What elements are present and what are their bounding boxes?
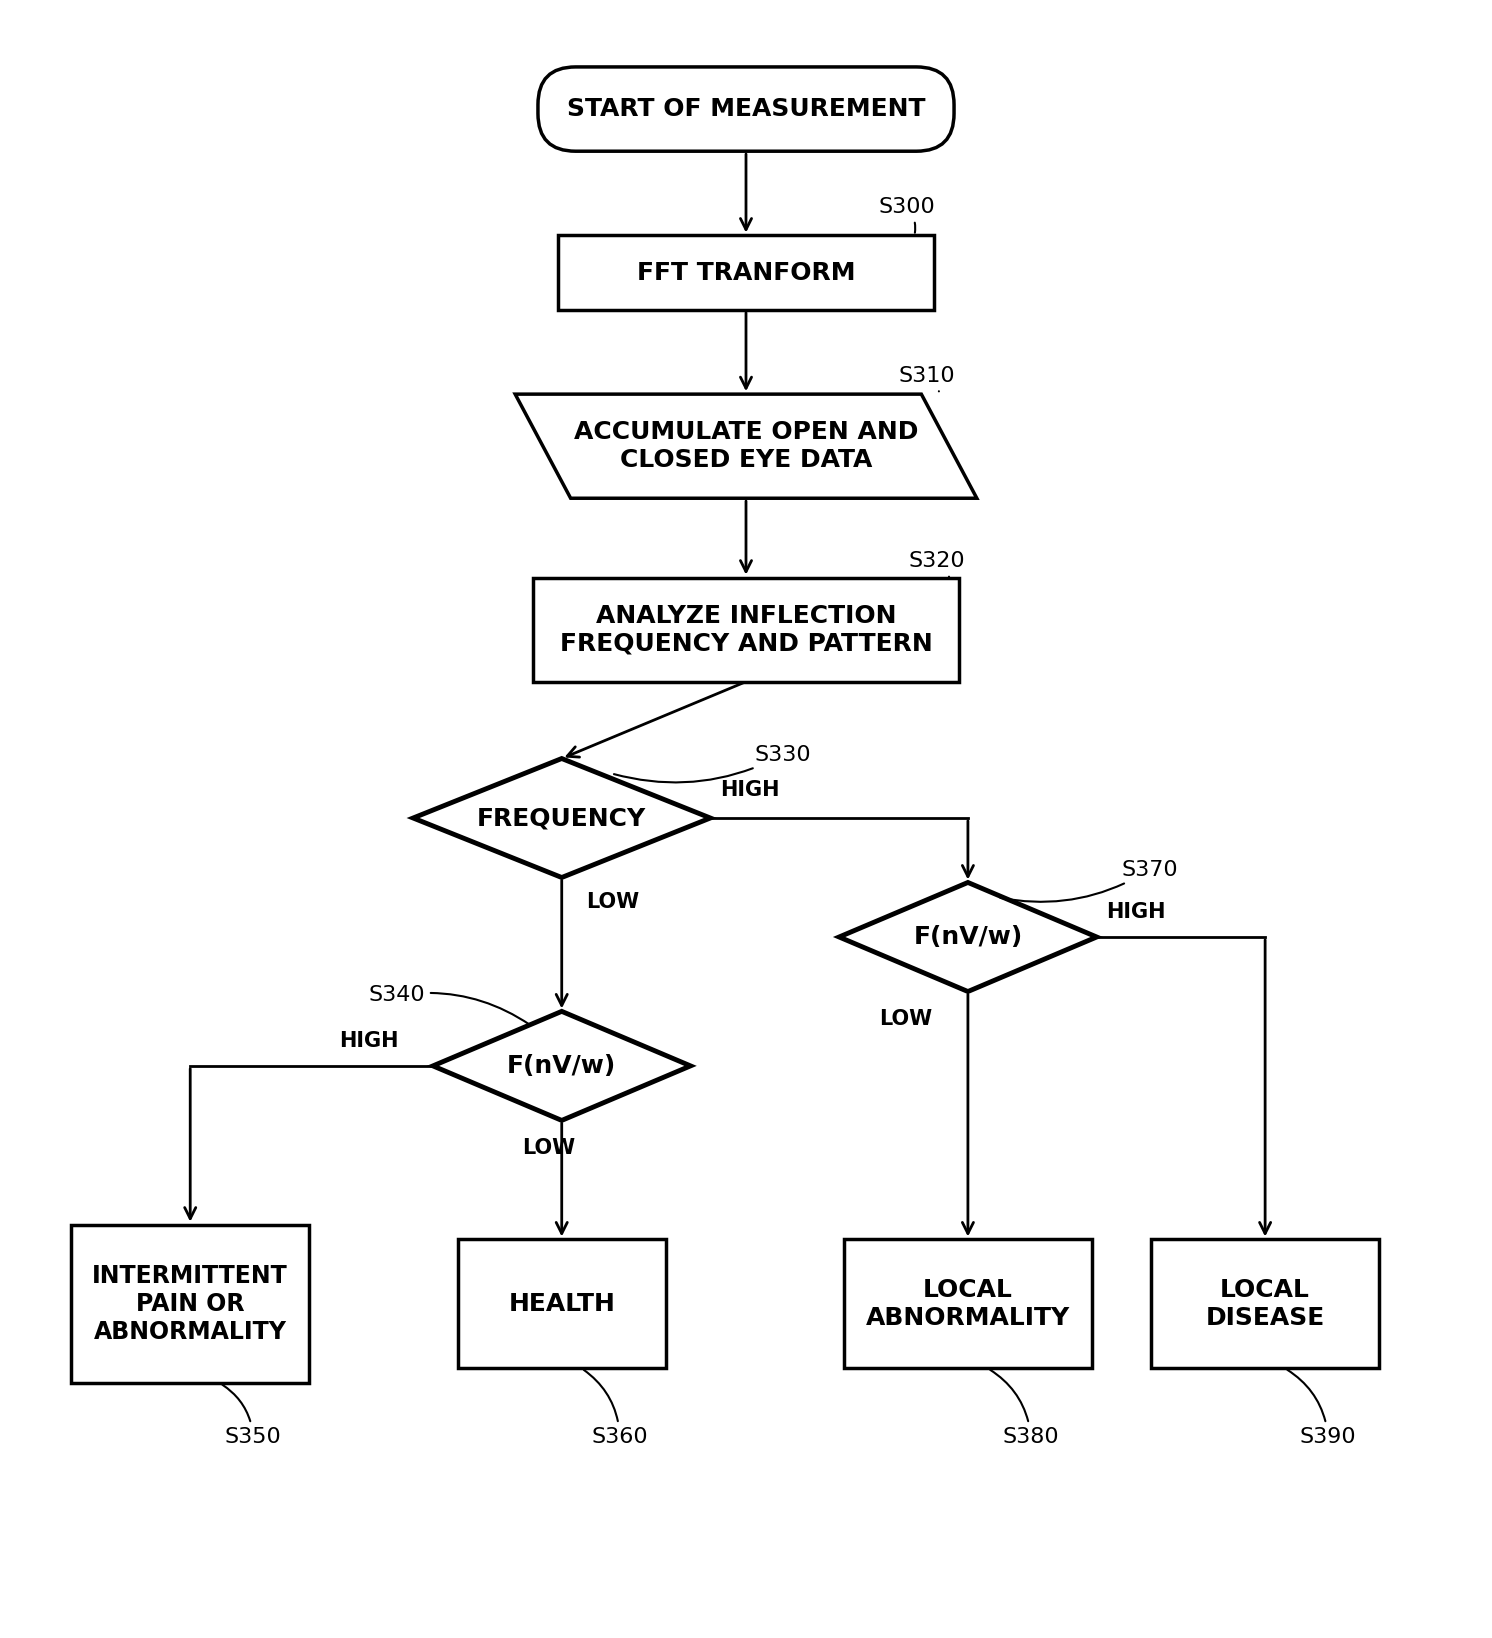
Text: HIGH: HIGH [1107,903,1167,922]
Polygon shape [413,758,710,878]
Text: HIGH: HIGH [339,1030,398,1052]
Polygon shape [839,883,1097,991]
Text: FFT TRANFORM: FFT TRANFORM [637,260,855,285]
Text: S310: S310 [898,365,955,391]
Text: S330: S330 [613,745,812,783]
Text: S360: S360 [583,1369,648,1446]
Text: FREQUENCY: FREQUENCY [477,806,646,830]
Text: LOCAL
ABNORMALITY: LOCAL ABNORMALITY [865,1278,1070,1330]
Bar [844,1240,1092,1368]
Text: S320: S320 [909,550,965,578]
Text: START OF MEASUREMENT: START OF MEASUREMENT [567,97,925,121]
Text: INTERMITTENT
PAIN OR
ABNORMALITY: INTERMITTENT PAIN OR ABNORMALITY [93,1265,288,1343]
Text: S380: S380 [991,1369,1059,1446]
Text: F(nV/w): F(nV/w) [507,1053,616,1078]
Text: LOW: LOW [586,893,640,912]
Bar [1152,1240,1379,1368]
Text: S350: S350 [222,1384,282,1446]
Text: S370: S370 [1000,860,1179,903]
Text: HEALTH: HEALTH [509,1292,615,1315]
Bar [458,1240,665,1368]
Text: ANALYZE INFLECTION
FREQUENCY AND PATTERN: ANALYZE INFLECTION FREQUENCY AND PATTERN [560,604,932,655]
Text: LOW: LOW [879,1009,932,1029]
Text: S340: S340 [369,986,530,1025]
Text: LOW: LOW [522,1138,576,1158]
FancyBboxPatch shape [539,67,953,151]
Bar [558,236,934,310]
Text: ACCUMULATE OPEN AND
CLOSED EYE DATA: ACCUMULATE OPEN AND CLOSED EYE DATA [574,421,918,472]
Text: F(nV/w): F(nV/w) [913,925,1022,948]
Polygon shape [433,1011,691,1120]
Polygon shape [515,395,977,498]
Text: LOCAL
DISEASE: LOCAL DISEASE [1206,1278,1325,1330]
Bar [72,1225,309,1382]
Bar [533,578,959,681]
Text: S390: S390 [1288,1369,1356,1446]
Text: S300: S300 [879,197,935,233]
Text: HIGH: HIGH [721,780,780,799]
